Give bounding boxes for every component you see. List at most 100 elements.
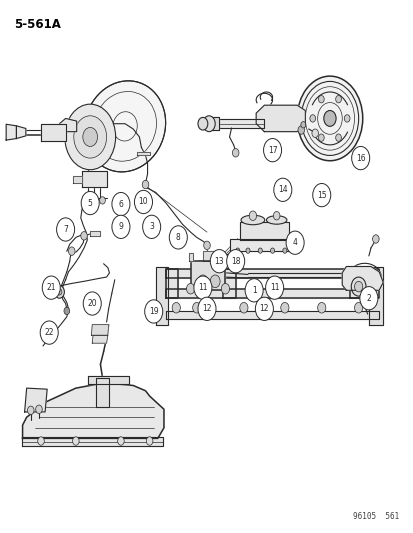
Circle shape [81,191,99,215]
Polygon shape [166,289,378,298]
Polygon shape [211,117,219,130]
Circle shape [309,115,315,122]
Polygon shape [88,376,129,384]
Polygon shape [91,325,108,335]
Polygon shape [166,269,178,298]
Circle shape [239,302,247,313]
Circle shape [83,197,89,204]
Circle shape [57,218,74,241]
Text: 22: 22 [44,328,54,337]
Circle shape [193,276,211,300]
Circle shape [317,302,325,313]
Polygon shape [90,231,100,236]
Polygon shape [229,239,288,251]
Circle shape [335,134,341,141]
Circle shape [273,212,279,220]
Circle shape [68,247,75,255]
Circle shape [197,297,216,320]
Circle shape [335,95,341,103]
Ellipse shape [240,215,264,225]
Circle shape [273,178,291,201]
Circle shape [323,110,335,126]
Circle shape [221,284,229,294]
Text: 15: 15 [316,191,326,199]
Text: 4: 4 [292,238,297,247]
Circle shape [311,129,318,138]
Circle shape [210,249,228,273]
Circle shape [300,122,305,128]
Circle shape [192,302,200,313]
Polygon shape [41,124,65,141]
Text: 18: 18 [230,257,240,266]
Text: 17: 17 [267,146,277,155]
Polygon shape [22,437,162,446]
Circle shape [318,134,323,141]
Circle shape [285,231,304,254]
Text: 21: 21 [46,283,56,292]
Polygon shape [239,222,288,240]
Polygon shape [6,124,17,140]
Ellipse shape [266,216,286,224]
Text: 16: 16 [355,154,365,163]
Text: 20: 20 [87,299,97,308]
Text: 19: 19 [149,307,158,316]
Polygon shape [59,118,76,132]
Text: 3: 3 [149,222,154,231]
Circle shape [64,307,69,314]
Circle shape [372,235,378,243]
Circle shape [280,302,288,313]
Circle shape [282,248,286,253]
Circle shape [197,275,207,288]
Polygon shape [202,251,225,261]
Polygon shape [72,175,82,183]
Circle shape [258,248,262,253]
Circle shape [249,211,256,221]
Circle shape [255,297,273,320]
Circle shape [235,248,239,253]
Text: 12: 12 [202,304,211,313]
Circle shape [36,405,42,414]
Circle shape [112,192,130,216]
Circle shape [351,147,369,169]
Text: 14: 14 [278,185,287,195]
Polygon shape [349,269,362,298]
Circle shape [210,275,220,288]
Polygon shape [17,126,26,139]
Circle shape [265,276,283,300]
Circle shape [146,437,152,445]
Circle shape [112,215,130,238]
Polygon shape [166,269,378,278]
Circle shape [38,437,44,445]
Circle shape [142,215,160,238]
Circle shape [232,149,238,157]
Polygon shape [188,253,192,261]
Text: 9: 9 [118,222,123,231]
Circle shape [81,232,87,240]
Circle shape [83,127,97,147]
Circle shape [186,284,194,294]
Polygon shape [23,383,164,438]
Circle shape [297,126,304,134]
Circle shape [245,248,249,253]
Circle shape [27,406,34,415]
Circle shape [172,302,180,313]
Polygon shape [223,269,235,298]
Circle shape [350,277,365,296]
Circle shape [100,197,105,204]
Circle shape [40,321,58,344]
Circle shape [55,286,64,298]
Text: 7: 7 [63,225,68,234]
Text: 12: 12 [259,304,268,313]
Text: 5-561A: 5-561A [14,18,61,31]
Circle shape [344,115,349,122]
Polygon shape [137,152,149,156]
Circle shape [244,279,263,302]
Circle shape [203,241,210,249]
Circle shape [142,180,148,189]
Text: 5: 5 [88,198,93,207]
Polygon shape [256,105,305,132]
Text: 11: 11 [269,283,279,292]
Circle shape [263,139,281,162]
Polygon shape [166,311,378,319]
Circle shape [72,437,79,445]
